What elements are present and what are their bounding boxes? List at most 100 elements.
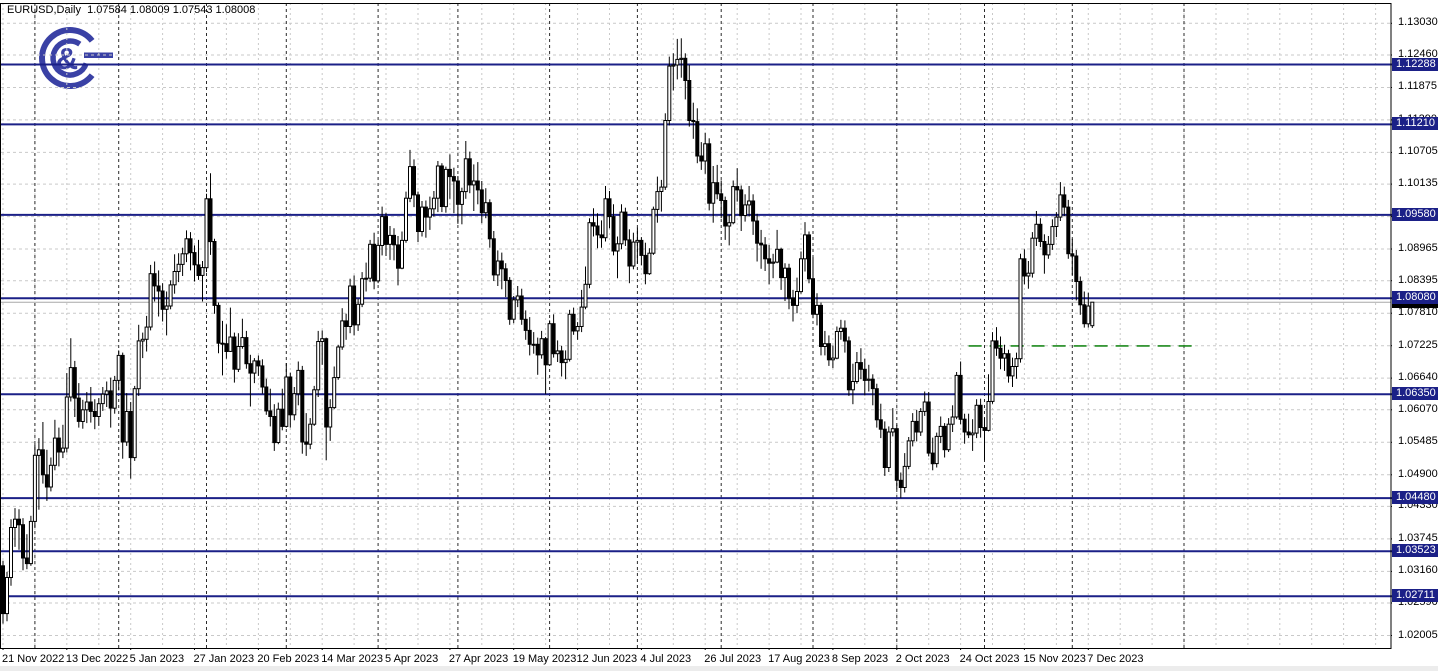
candle-body-down	[324, 338, 329, 428]
candle-body-down	[695, 121, 700, 157]
x-axis-label: 27 Apr 2023	[448, 653, 509, 665]
candle-body-up	[771, 261, 776, 264]
candle-body-down	[412, 166, 416, 196]
candle-body-up	[240, 337, 245, 348]
x-axis-label: 7 Dec 2023	[1087, 653, 1144, 665]
candle-body-down	[978, 404, 983, 428]
candle-body-down	[982, 427, 987, 431]
candle-body-down	[715, 182, 720, 195]
candle-body-up	[511, 299, 516, 320]
candle-body-down	[882, 428, 887, 469]
candle-body-down	[44, 474, 49, 488]
candle-body-down	[627, 239, 632, 267]
candle-body-up	[84, 401, 89, 411]
candle-body-down	[898, 479, 903, 488]
candle-body-down	[17, 518, 21, 526]
candle-body-down	[1082, 304, 1087, 325]
broker-logo: &	[39, 27, 113, 89]
candle-body-up	[934, 435, 939, 465]
candle-body-up	[140, 338, 145, 342]
candle-body-up	[615, 243, 620, 252]
candle-body-up	[420, 206, 424, 233]
candle-body-down	[699, 155, 704, 162]
candle-body-up	[990, 340, 995, 402]
candle-body-down	[878, 419, 883, 430]
candle-body-down	[914, 420, 919, 433]
candle-body-down	[467, 158, 472, 186]
candle-body-up	[651, 208, 656, 254]
candle-body-down	[92, 411, 97, 417]
candle-body-down	[779, 248, 784, 279]
candle-body-down	[998, 347, 1003, 359]
candle-body-up	[711, 182, 716, 204]
x-axis-label: 27 Jan 2023	[193, 653, 255, 665]
candle-body-up	[950, 416, 955, 425]
candle-body-down	[1066, 206, 1071, 255]
candle-body-down	[755, 220, 760, 244]
candle-body-up	[866, 378, 871, 381]
candle-body-up	[459, 191, 464, 205]
candle-body-down	[930, 452, 935, 465]
candle-body-up	[176, 263, 181, 272]
candle-body-up	[400, 239, 404, 269]
candle-body-down	[384, 216, 388, 245]
price-level-badge: 1.04480	[1392, 491, 1438, 505]
candle-body-up	[834, 331, 839, 359]
price-level-badge: 1.02711	[1392, 589, 1438, 603]
candle-body-up	[619, 211, 624, 245]
candle-body-up	[495, 260, 500, 276]
candle-body-up	[1026, 272, 1031, 277]
candle-body-down	[268, 410, 273, 417]
candle-body-up	[830, 357, 835, 361]
candle-body-up	[348, 285, 353, 327]
candle-body-down	[264, 386, 269, 412]
candle-body-down	[487, 202, 492, 240]
candle-body-up	[52, 437, 57, 466]
candle-body-down	[527, 329, 532, 345]
candle-body-down	[535, 343, 540, 356]
candle-body-up	[555, 350, 560, 355]
price-level-badge: 1.12288	[1392, 57, 1438, 71]
candle-body-up	[986, 401, 991, 431]
candle-body-down	[208, 198, 213, 243]
candlesticks	[1, 38, 1095, 624]
candle-body-down	[739, 189, 744, 216]
candle-body-up	[795, 291, 799, 306]
candle-body-down	[216, 304, 221, 344]
y-axis-label: 1.04900	[1398, 467, 1438, 480]
candle-body-down	[24, 557, 29, 565]
candle-body-down	[1078, 281, 1083, 306]
x-axis-label: 12 Jun 2023	[576, 653, 638, 665]
candle-body-down	[874, 388, 879, 421]
candle-body-up	[28, 520, 33, 565]
logo-arc	[39, 27, 95, 89]
candle-body-down	[1, 565, 5, 615]
candle-body-down	[196, 264, 201, 276]
price-axis[interactable]: 1.130301.124601.118751.112901.107051.101…	[1392, 0, 1438, 649]
candle-body-down	[719, 193, 724, 202]
time-axis[interactable]: 21 Nov 2022 13 Dec 2022 5 Jan 2023 27 Jan 2…	[0, 650, 1438, 671]
candle-body-up	[647, 252, 652, 275]
candle-body-up	[360, 278, 365, 305]
candle-body-up	[172, 271, 177, 286]
candle-body-up	[1002, 353, 1007, 359]
y-axis-label: 1.12460	[1398, 47, 1438, 60]
candle-body-down	[224, 343, 229, 353]
candle-body-down	[280, 408, 285, 427]
candle-body-down	[447, 168, 452, 178]
candle-body-up	[1090, 301, 1095, 327]
candle-body-down	[304, 441, 309, 445]
candle-body-up	[1054, 216, 1059, 228]
candle-body-down	[160, 290, 165, 310]
candle-body-down	[519, 295, 524, 320]
candle-body-down	[455, 180, 460, 205]
candle-body-down	[926, 401, 931, 454]
y-axis-label: 1.06070	[1398, 402, 1438, 415]
candle-body-up	[96, 403, 101, 418]
candle-body-down	[491, 238, 496, 276]
candle-body-up	[531, 343, 536, 346]
candle-body-up	[9, 527, 13, 578]
candle-body-up	[922, 401, 927, 412]
candle-body-up	[204, 198, 209, 269]
